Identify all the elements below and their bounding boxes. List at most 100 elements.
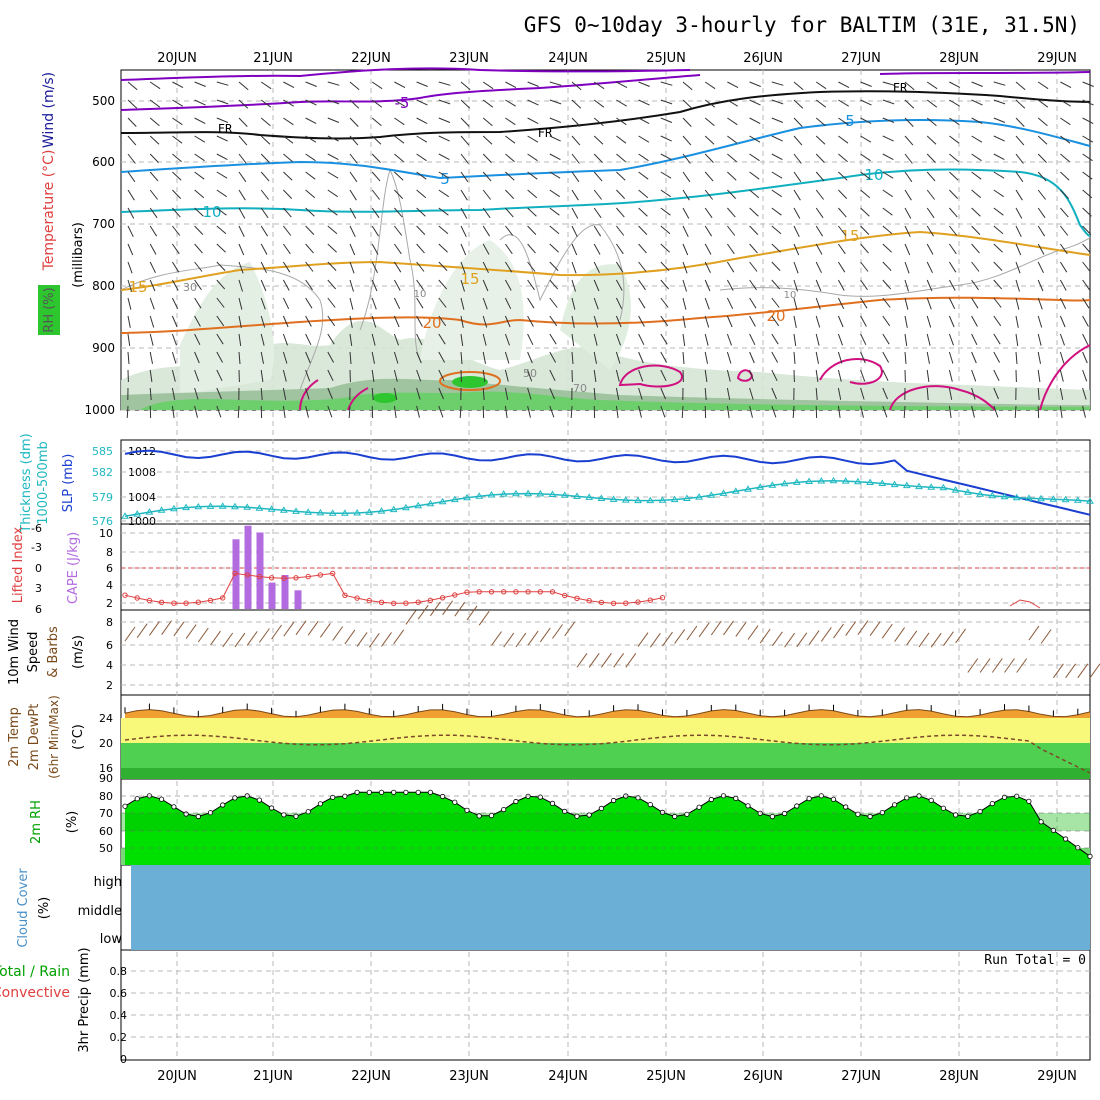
upper-wind-barb	[549, 81, 562, 86]
upper-wind-barb	[771, 153, 783, 161]
upper-wind-barb	[504, 243, 513, 255]
upper-wind-barb	[593, 333, 598, 346]
li-marker	[586, 598, 592, 604]
wind10-marker	[929, 647, 933, 651]
upper-wind-barb	[505, 99, 516, 107]
upper-wind-barb	[1059, 351, 1065, 364]
thickness-marker	[915, 482, 923, 490]
upper-wind-barb	[216, 171, 228, 179]
upper-wind-barb	[682, 297, 687, 310]
upper-wind-barb	[149, 225, 158, 237]
li-marker	[513, 589, 519, 595]
li-marker	[293, 575, 299, 581]
upper-wind-barb	[260, 333, 265, 346]
upper-wind-barb	[1037, 153, 1047, 163]
level-tick-label: 500	[92, 94, 115, 108]
upper-wind-barb	[238, 153, 247, 164]
upper-wind-barb	[171, 369, 176, 382]
upper-wind-barb	[416, 117, 428, 125]
date-label-bottom: 26JUN	[743, 1069, 783, 1084]
upper-wind-barb	[416, 297, 424, 309]
upper-wind-barb	[704, 387, 707, 401]
upper-wind-barb	[327, 171, 339, 179]
upper-wind-barb	[1015, 297, 1020, 310]
temp-band-darkgreen	[121, 768, 1090, 779]
li-marker	[464, 589, 470, 595]
upper-wind-barb	[194, 279, 202, 291]
upper-wind-barb	[1060, 189, 1070, 199]
upper-wind-barb	[460, 333, 464, 346]
li-marker	[244, 572, 250, 578]
upper-wind-barb	[349, 117, 359, 127]
rh-marker	[891, 802, 898, 808]
li-marker	[122, 592, 128, 598]
rh-high-contour	[299, 379, 319, 411]
wind10-barb	[771, 631, 783, 647]
li-line	[1009, 599, 1041, 609]
thickness-marker	[878, 479, 887, 486]
upper-wind-barb	[527, 243, 536, 254]
upper-wind-barb	[216, 117, 229, 123]
upper-wind-barb	[1059, 297, 1067, 310]
wind10-marker	[233, 647, 237, 651]
upper-wind-barb	[149, 171, 159, 182]
upper-wind-barb	[838, 153, 848, 163]
upper-wind-barb	[749, 405, 753, 418]
upper-wind-barb	[904, 243, 911, 256]
thickness-marker	[780, 479, 789, 487]
thickness-marker	[756, 483, 765, 490]
rh-contour-label: 10	[784, 290, 797, 301]
rh-marker	[537, 794, 543, 800]
upper-wind-barb	[771, 189, 782, 198]
thickness-tick-label: 576	[92, 515, 113, 528]
rh-marker	[1038, 819, 1044, 825]
upper-wind-barb	[416, 171, 427, 180]
upper-wind-barb	[394, 171, 404, 181]
upper-wind-barb	[860, 117, 872, 125]
upper-wind-barb	[882, 405, 888, 418]
upper-wind-barb	[327, 351, 335, 363]
level-tick-label: 600	[92, 155, 115, 169]
rh-tick-label: 80	[99, 790, 113, 803]
wind10-marker	[819, 641, 823, 645]
upper-wind-barb	[1082, 117, 1094, 125]
cloud-level-label: low	[100, 932, 123, 947]
wind10-marker	[490, 646, 494, 650]
upper-wind-barb	[194, 225, 204, 235]
upper-wind-barb	[416, 387, 421, 400]
upper-wind-barb	[616, 171, 626, 181]
rh-legend-swatch	[38, 285, 60, 335]
upper-wind-barb	[571, 297, 576, 310]
upper-wind-barb	[349, 171, 358, 183]
wind10-barb	[1004, 658, 1015, 673]
upper-wind-barb	[771, 405, 777, 418]
upper-wind-barb	[438, 333, 446, 345]
upper-wind-barb	[926, 279, 933, 292]
gridlines	[176, 70, 1058, 1060]
upper-wind-barb	[793, 153, 802, 164]
wind10-marker	[147, 635, 151, 639]
rh-marker	[354, 789, 360, 795]
temp-band-green	[121, 743, 1090, 768]
thickness-marker	[890, 480, 899, 488]
wind10-marker	[868, 636, 872, 640]
upper-wind-barb	[726, 279, 734, 291]
thickness-marker	[475, 492, 484, 499]
upper-wind-barb	[349, 297, 354, 310]
upper-wind-barb	[638, 297, 646, 309]
upper-wind-barb	[949, 99, 960, 107]
upper-wind-barb	[216, 297, 225, 308]
li-tick-label: 0	[35, 562, 42, 575]
upper-wind-barb	[393, 351, 399, 364]
upper-wind-barb	[571, 135, 581, 146]
upper-wind-barb	[638, 225, 648, 235]
upper-wind-barb	[904, 351, 907, 365]
upper-wind-barb	[171, 315, 178, 328]
upper-wind-barb	[838, 189, 848, 199]
date-label-bottom: 25JUN	[646, 1069, 686, 1084]
upper-wind-barb	[704, 207, 713, 219]
thickness-marker	[170, 504, 178, 512]
upper-wind-barb	[837, 369, 842, 382]
upper-wind-barb	[815, 117, 826, 127]
upper-wind-barb	[1059, 333, 1065, 346]
